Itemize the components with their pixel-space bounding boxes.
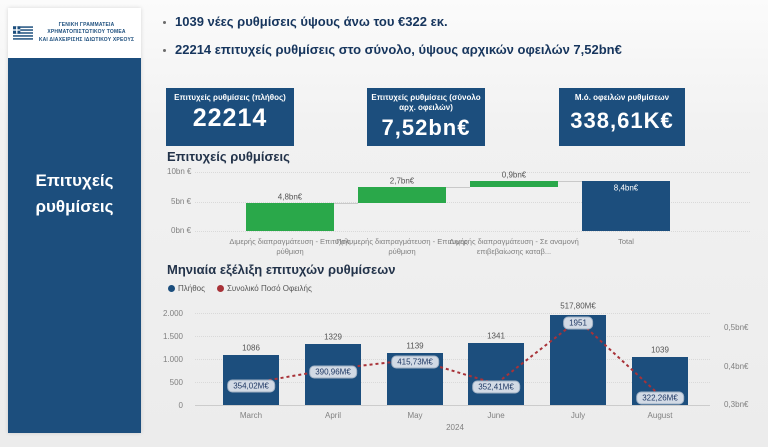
legend-item-count[interactable]: Πλήθος	[168, 284, 205, 293]
monthly-count-label: 1039	[651, 345, 669, 355]
monthly-xtick: August	[647, 411, 673, 420]
highlights: 1039 νέες ρυθμίσεις ύψους άνω του €322 ε…	[163, 14, 723, 70]
monthly-x-axis-line	[195, 405, 710, 406]
waterfall-category-label: Διμερής διαπραγμάτευση - Επιτυχής ρύθμισ…	[229, 237, 351, 256]
kpi-card-total-debt: Επιτυχείς ρυθμίσεις (σύνολο αρχ. οφειλών…	[367, 88, 485, 146]
waterfall-ytick: 5bn €	[171, 197, 192, 206]
waterfall-gridline	[195, 201, 750, 203]
monthly-gridline	[195, 359, 710, 360]
legend-label: Πλήθος	[178, 284, 205, 293]
kpi-card-avg-debt: Μ.ό. οφειλών ρυθμίσεων 338,61Κ€	[559, 88, 685, 146]
monthly-bar[interactable]	[468, 343, 524, 405]
org-header: ΓΕΝΙΚΗ ΓΡΑΜΜΑΤΕΙΑ ΧΡΗΜΑΤΟΠΙΣΤΩΤΙΚΟΥ ΤΟΜΕ…	[8, 8, 141, 58]
waterfall-bar[interactable]	[582, 181, 670, 231]
waterfall-plot-area: 4,8bn€ Διμερής διαπραγμάτευση - Επιτυχής …	[195, 169, 750, 256]
kpi-value: 22214	[192, 104, 268, 133]
monthly-count-label: 1341	[487, 331, 505, 341]
page-title: Επιτυχείς ρυθμίσεις	[35, 171, 114, 216]
monthly-xtick: July	[570, 411, 586, 420]
highlight-text: 1039 νέες ρυθμίσεις ύψους άνω του €322 ε…	[175, 14, 448, 29]
monthly-right-ytick: 0,3bn€	[724, 400, 749, 409]
waterfall-connector	[446, 186, 470, 188]
waterfall-bar[interactable]	[246, 202, 334, 231]
monthly-year-label: 2024	[446, 423, 464, 432]
waterfall-connector	[558, 181, 582, 183]
monthly-count-label: 1139	[406, 341, 424, 351]
monthly-count-label: 1086	[242, 343, 260, 353]
monthly-amount-label: 415,73M€	[391, 355, 439, 369]
waterfall-bar-value: 2,7bn€	[389, 176, 415, 186]
monthly-amount-label: 322,26M€	[636, 391, 684, 405]
kpi-label: Μ.ό. οφειλών ρυθμίσεων	[574, 93, 670, 102]
monthly-chart-title: Μηνιαία εξέλιξη επιτυχών ρυθμίσεων	[167, 262, 396, 277]
waterfall-gridline	[195, 231, 750, 232]
waterfall-bar-value: 0,9bn€	[501, 170, 527, 180]
monthly-count-label: 1329	[324, 332, 342, 342]
monthly-plot-area: 2.000 1.500 1.000 500 0 0,5bn€ 0,4bn€ 0,3bn€ 108…	[163, 302, 749, 432]
waterfall-category-label: Διμερής διαπραγμάτευση - Σε αναμονή επιβ…	[449, 237, 579, 256]
monthly-gridline	[195, 382, 710, 383]
monthly-debt-line	[250, 318, 661, 397]
greek-flag-icon	[13, 26, 33, 40]
waterfall-ytick: 10bn €	[167, 167, 192, 176]
waterfall-connector	[334, 202, 358, 204]
monthly-xtick: March	[239, 411, 263, 420]
highlight-text: 22214 επιτυχείς ρυθμίσεις στο σύνολο, ύψ…	[175, 42, 622, 57]
legend-item-amount[interactable]: Συνολικό Ποσό Οφειλής	[216, 284, 312, 293]
waterfall-gridline	[195, 172, 750, 173]
monthly-left-ytick: 500	[169, 378, 183, 387]
waterfall-bar-value: 4,8bn€	[277, 192, 303, 202]
monthly-amount-label: 352,41M€	[472, 380, 520, 394]
monthly-left-ytick: 2.000	[162, 309, 183, 318]
monthly-xtick: April	[324, 411, 342, 420]
bullet-icon	[163, 49, 166, 52]
waterfall-chart-title: Επιτυχείς ρυθμίσεις	[167, 149, 290, 164]
highlight-item: 1039 νέες ρυθμίσεις ύψους άνω του €322 ε…	[163, 14, 723, 29]
kpi-label: Επιτυχείς ρυθμίσεις (πλήθος)	[174, 93, 286, 102]
line-series-path	[250, 318, 661, 397]
monthly-right-ytick: 0,5bn€	[724, 323, 749, 332]
monthly-amount-label: 390,96M€	[309, 365, 357, 379]
bullet-icon	[163, 21, 166, 24]
waterfall-ytick: 0bn €	[171, 226, 192, 235]
monthly-gridline	[195, 313, 710, 314]
legend-dot-icon	[216, 285, 224, 292]
waterfall-bar[interactable]	[470, 181, 558, 187]
kpi-value: 7,52bn€	[381, 114, 471, 140]
monthly-xtick: June	[487, 411, 505, 420]
monthly-left-ytick: 1.000	[162, 355, 183, 364]
monthly-xtick: May	[407, 411, 423, 420]
kpi-label: Επιτυχείς ρυθμίσεις (σύνολο αρχ. οφειλών…	[371, 93, 481, 113]
waterfall-category-label: Total	[618, 237, 634, 246]
monthly-amount-label: 354,02M€	[227, 379, 275, 393]
monthly-right-ytick: 0,4bn€	[724, 361, 749, 371]
monthly-left-ytick: 1.500	[162, 332, 183, 341]
kpi-value: 338,61Κ€	[570, 108, 674, 134]
monthly-left-ytick: 0	[178, 401, 183, 410]
sidebar: ΓΕΝΙΚΗ ΓΡΑΜΜΑΤΕΙΑ ΧΡΗΜΑΤΟΠΙΣΤΩΤΙΚΟΥ ΤΟΜΕ…	[8, 8, 141, 433]
highlight-item: 22214 επιτυχείς ρυθμίσεις στο σύνολο, ύψ…	[163, 42, 723, 57]
monthly-bar[interactable]	[550, 315, 606, 405]
kpi-card-count: Επιτυχείς ρυθμίσεις (πλήθος) 22214	[166, 88, 294, 146]
legend-label: Συνολικό Ποσό Οφειλής	[226, 284, 312, 293]
waterfall-category-label: Πολυμερής διαπραγμάτευση - Επιτυχής ρύθμ…	[336, 237, 468, 256]
monthly-count-label: 1951	[563, 316, 593, 330]
monthly-gridline	[195, 336, 710, 337]
legend-dot-icon	[168, 285, 175, 292]
org-name: ΓΕΝΙΚΗ ΓΡΑΜΜΑΤΕΙΑ ΧΡΗΜΑΤΟΠΙΣΤΩΤΙΚΟΥ ΤΟΜΕ…	[38, 21, 135, 43]
waterfall-bar[interactable]	[358, 186, 446, 203]
waterfall-bar-value: 8,4bn€	[613, 183, 639, 193]
monthly-amount-label: 517,80M€	[560, 301, 596, 311]
monthly-chart-legend: Πλήθος Συνολικό Ποσό Οφειλής	[168, 284, 312, 293]
